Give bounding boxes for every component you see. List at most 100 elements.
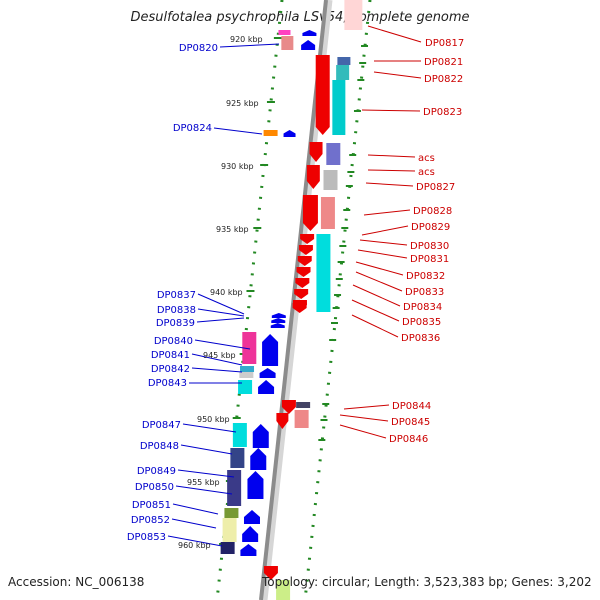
connector-line xyxy=(167,535,223,547)
scale-label: 930 kbp xyxy=(221,162,254,171)
scale-label: 940 kbp xyxy=(210,288,243,297)
left-gene-labels: DP0820 DP0824 DP0837 DP0838 DP0839 DP084… xyxy=(127,43,218,543)
connector-line xyxy=(197,293,245,315)
gene-label[interactable]: DP0842 xyxy=(151,364,190,375)
topology-text: Topology: circular; Length: 3,523,383 bp… xyxy=(262,575,592,589)
connector-line xyxy=(367,25,422,43)
gene-block xyxy=(336,65,350,80)
connector-line xyxy=(175,485,233,495)
connector-line xyxy=(357,249,408,259)
scale-labels: 920 kbp 925 kbp 930 kbp 935 kbp 940 kbp … xyxy=(178,35,263,550)
gene-label[interactable]: DP0823 xyxy=(423,107,462,118)
gene-label[interactable]: DP0846 xyxy=(389,434,428,445)
gene-block xyxy=(227,470,242,506)
gene-label[interactable]: DP0832 xyxy=(406,271,445,282)
gene-label[interactable]: DP0841 xyxy=(151,350,190,361)
gene-label[interactable]: DP0839 xyxy=(156,318,195,329)
reverse-gene-arrow xyxy=(281,400,296,414)
gene-label[interactable]: DP0820 xyxy=(179,43,218,54)
connector-line xyxy=(361,225,409,236)
gene-label[interactable]: DP0824 xyxy=(173,123,212,134)
gene-block xyxy=(296,402,311,408)
gene-label[interactable]: DP0844 xyxy=(392,401,431,412)
gene-block xyxy=(281,36,294,50)
gene-label[interactable]: DP0833 xyxy=(405,287,444,298)
reverse-gene-arrow xyxy=(306,165,320,189)
gene-label[interactable]: DP0837 xyxy=(157,290,196,301)
connector-line xyxy=(191,353,243,366)
gene-label[interactable]: DP0847 xyxy=(142,420,181,431)
forward-gene-arrow xyxy=(258,380,275,394)
gene-label[interactable]: DP0831 xyxy=(410,254,449,265)
connector-line xyxy=(219,43,280,48)
connector-line xyxy=(213,127,263,135)
connector-line xyxy=(367,154,416,158)
gene-block xyxy=(332,80,346,135)
gene-label[interactable]: DP0834 xyxy=(403,302,442,313)
connector-line xyxy=(363,209,411,216)
scale-label: 945 kbp xyxy=(203,351,236,360)
connector-line xyxy=(171,518,217,529)
connector-line xyxy=(197,308,245,317)
reverse-gene-arrow xyxy=(296,267,311,277)
gene-label[interactable]: DP0836 xyxy=(401,333,440,344)
connector-line xyxy=(355,271,403,292)
scale-label: 925 kbp xyxy=(226,99,259,108)
gene-label[interactable]: DP0838 xyxy=(157,305,196,316)
label-connectors xyxy=(167,25,422,547)
connector-line xyxy=(180,444,233,455)
reverse-gene-arrow xyxy=(309,142,323,162)
connector-line xyxy=(343,404,390,410)
forward-gene-arrow xyxy=(271,313,286,318)
gene-label[interactable]: DP0830 xyxy=(410,241,449,252)
reverse-gene-arrow xyxy=(294,289,309,299)
connector-line xyxy=(351,299,400,322)
gene-label[interactable]: acs xyxy=(418,153,435,164)
connector-line xyxy=(194,339,251,350)
forward-gene-arrow xyxy=(243,510,260,524)
gene-label[interactable]: DP0822 xyxy=(424,74,463,85)
forward-gene-arrow xyxy=(259,368,276,378)
gene-block xyxy=(278,30,291,35)
gene-label[interactable]: DP0843 xyxy=(148,378,187,389)
gene-block xyxy=(232,423,247,447)
gene-block xyxy=(224,508,239,518)
forward-gene-arrow xyxy=(252,424,269,448)
right-gene-labels: DP0817 DP0821 DP0822 DP0823 acs acs DP08… xyxy=(389,38,464,445)
forward-gene-arrow xyxy=(302,30,317,36)
scale-label: 950 kbp xyxy=(197,415,230,424)
gene-label[interactable]: DP0853 xyxy=(127,532,166,543)
gene-label[interactable]: DP0851 xyxy=(132,500,171,511)
gene-label[interactable]: DP0850 xyxy=(135,482,174,493)
connector-line xyxy=(339,414,389,422)
gene-block xyxy=(294,410,309,428)
gene-features xyxy=(220,0,363,600)
connector-line xyxy=(351,314,399,338)
gene-label[interactable]: acs xyxy=(418,167,435,178)
gene-label[interactable]: DP0817 xyxy=(425,38,464,49)
reverse-gene-arrow xyxy=(292,303,307,313)
gene-label[interactable]: DP0829 xyxy=(411,222,450,233)
reverse-gene-arrow xyxy=(315,55,330,135)
gene-label[interactable]: DP0827 xyxy=(416,182,455,193)
gene-label[interactable]: DP0849 xyxy=(137,466,176,477)
forward-gene-arrow xyxy=(247,471,264,499)
gene-block xyxy=(239,372,254,378)
gene-label[interactable]: DP0828 xyxy=(413,206,452,217)
gene-label[interactable]: DP0852 xyxy=(131,515,170,526)
gene-label[interactable]: DP0821 xyxy=(424,57,463,68)
gene-label[interactable]: DP0835 xyxy=(402,317,441,328)
gene-block xyxy=(240,366,255,372)
gene-label[interactable]: DP0848 xyxy=(140,441,179,452)
gene-label[interactable]: DP0845 xyxy=(391,417,430,428)
connector-line xyxy=(365,182,414,187)
page-title: Desulfotalea psychrophila LSv54, complet… xyxy=(130,10,470,25)
forward-gene-arrow xyxy=(301,40,316,50)
connector-line xyxy=(339,424,387,439)
reverse-gene-arrow xyxy=(295,278,310,288)
gene-block xyxy=(276,580,291,600)
connector-line xyxy=(359,239,408,246)
left-guide-rail xyxy=(215,0,284,600)
gene-label[interactable]: DP0840 xyxy=(154,336,193,347)
